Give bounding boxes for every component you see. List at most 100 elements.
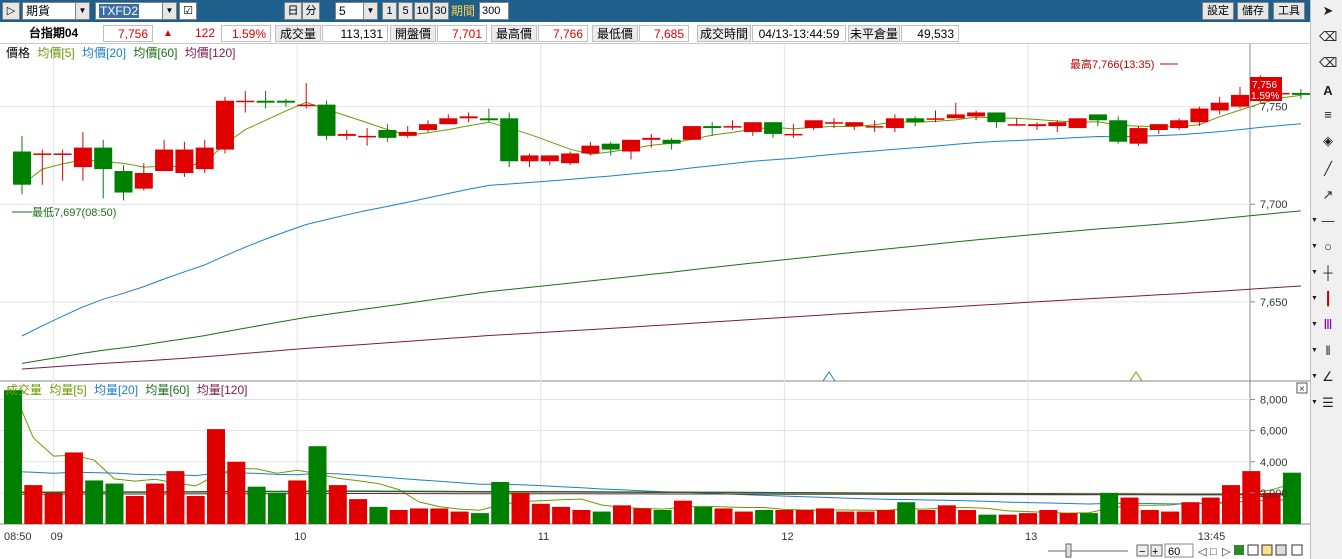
up-arrow-icon: ▲ bbox=[163, 28, 173, 39]
candle-body bbox=[662, 139, 681, 144]
candle-body bbox=[1109, 120, 1128, 142]
picture-icon[interactable] bbox=[1291, 544, 1303, 556]
market-select[interactable]: 期貨 ▼ bbox=[22, 2, 90, 20]
parallel-lines-tool-icon[interactable]: ‖ bbox=[1325, 343, 1331, 358]
chart-svg[interactable]: 7,650 7,700 7,750 2,000 4,000 6,000 8,000 08:… bbox=[0, 44, 1310, 559]
candle-body bbox=[1190, 108, 1209, 123]
chevron-down-icon[interactable]: ▼ bbox=[1311, 269, 1318, 276]
volume-bar bbox=[876, 510, 895, 524]
zoom-out-button[interactable] bbox=[1136, 544, 1149, 557]
excel-export-icon[interactable] bbox=[1234, 545, 1244, 555]
volume-bar bbox=[1140, 510, 1159, 524]
volume-bar bbox=[491, 482, 510, 524]
volume-bar bbox=[856, 511, 875, 524]
bars-tool-icon[interactable]: Ⅲ bbox=[1323, 317, 1333, 332]
tag-tool-icon[interactable]: ◈ bbox=[1323, 133, 1333, 148]
candle-body bbox=[195, 147, 214, 170]
volume-bar bbox=[1019, 513, 1037, 524]
candle-body bbox=[479, 118, 498, 121]
volume-bars bbox=[4, 390, 1301, 524]
volume-ma20-line bbox=[12, 471, 1292, 505]
candle-body bbox=[134, 172, 153, 189]
horizontal-line-tool-icon[interactable]: — bbox=[1321, 213, 1335, 228]
volume-tick-label: 4,000 bbox=[1260, 457, 1288, 469]
chart-area[interactable]: 7,650 7,700 7,750 2,000 4,000 6,000 8,000 08:… bbox=[0, 44, 1310, 559]
drawing-tools-strip: ➤ ⌫ ⌫ A ≡ ◈ ╱ ↗ ▼ — ▼ ○ ▼ ┼ ▼ ┃ ▼ Ⅲ ▼ ‖ … bbox=[1310, 0, 1342, 559]
eraser-one-icon[interactable]: ⌫ bbox=[1319, 29, 1338, 44]
volume-ma120-line bbox=[13, 493, 1292, 496]
volume-legend-ma120: 均量[120] bbox=[197, 383, 248, 397]
close-volume-panel-button[interactable] bbox=[1296, 382, 1308, 394]
chevron-down-icon[interactable]: ▼ bbox=[1311, 243, 1318, 250]
candle-body bbox=[337, 133, 356, 136]
vertical-line-tool-icon[interactable]: ┼ bbox=[1323, 265, 1333, 280]
candle-body bbox=[439, 118, 458, 125]
interval-10-button[interactable]: 10 bbox=[414, 2, 431, 20]
volume-ma60-line bbox=[12, 490, 1292, 495]
interval-1-button[interactable]: 1 bbox=[382, 2, 397, 20]
interval-5-button[interactable]: 5 bbox=[398, 2, 413, 20]
chevron-down-icon[interactable]: ▼ bbox=[1311, 217, 1318, 224]
candle-marker-tool-icon[interactable]: ┃ bbox=[1324, 291, 1332, 306]
save-button[interactable]: 儲存 bbox=[1237, 2, 1269, 20]
fit-window-icon[interactable] bbox=[1247, 544, 1259, 556]
volume-bar bbox=[755, 510, 774, 524]
candle-body bbox=[682, 126, 701, 140]
print-icon[interactable] bbox=[1275, 544, 1287, 556]
stop-icon[interactable]: □ bbox=[1210, 546, 1217, 558]
zoom-slider-handle[interactable] bbox=[1065, 543, 1072, 558]
bar-count-value: 60 bbox=[1168, 546, 1180, 558]
volume-bar bbox=[897, 502, 916, 524]
fan-tool-icon[interactable]: ∠ bbox=[1322, 369, 1334, 384]
volume-legend-ma60: 均量[60] bbox=[145, 383, 189, 397]
scroll-left-icon[interactable]: ◁ bbox=[1198, 546, 1207, 558]
scroll-right-icon[interactable]: ▷ bbox=[1222, 546, 1231, 558]
volume-bar bbox=[998, 514, 1017, 524]
arrow-tool-icon[interactable]: ↗ bbox=[1322, 187, 1334, 202]
plus-icon: + bbox=[1152, 546, 1158, 558]
volume-bar bbox=[694, 506, 713, 524]
price-legend-ma120: 均價[120] bbox=[185, 46, 236, 60]
volume-bar bbox=[633, 508, 652, 524]
candle-body bbox=[155, 149, 174, 172]
close-icon: × bbox=[1299, 384, 1305, 395]
text-tool-icon[interactable]: A bbox=[1323, 83, 1333, 98]
cursor-tool-icon[interactable]: ➤ bbox=[1322, 3, 1334, 18]
list-tool-icon[interactable]: ≡ bbox=[1324, 107, 1332, 122]
settings-button[interactable]: 設定 bbox=[1202, 2, 1234, 20]
chevron-down-icon[interactable]: ▼ bbox=[1311, 321, 1318, 328]
circle-tool-icon[interactable]: ○ bbox=[1324, 239, 1332, 254]
sync-checkbox[interactable]: ☑ bbox=[179, 2, 197, 20]
chevron-down-icon[interactable]: ▼ bbox=[1311, 373, 1318, 380]
chevron-down-icon[interactable]: ▼ bbox=[1311, 399, 1318, 406]
candle-body bbox=[540, 155, 559, 162]
time-tick-label: 13 bbox=[1025, 531, 1037, 543]
eraser-all-icon[interactable]: ⌫ bbox=[1319, 55, 1338, 70]
line-tool-icon[interactable]: ╱ bbox=[1324, 161, 1332, 176]
volume-bar bbox=[328, 485, 347, 524]
candle-body bbox=[561, 153, 580, 164]
tools-button[interactable]: 工具 bbox=[1273, 2, 1305, 20]
play-button[interactable]: ▷ bbox=[2, 2, 20, 20]
save-image-icon[interactable] bbox=[1261, 544, 1273, 556]
volume-bar bbox=[207, 429, 225, 524]
time-tick-label: 10 bbox=[294, 531, 306, 543]
volume-bar bbox=[511, 492, 530, 524]
period-input[interactable]: 300 bbox=[479, 2, 509, 20]
low-label: 最低價 bbox=[592, 25, 638, 42]
candle-body bbox=[276, 100, 295, 103]
candle-body bbox=[1007, 124, 1026, 126]
interval-select[interactable]: 5 ▼ bbox=[335, 2, 378, 20]
chevron-down-icon[interactable]: ▼ bbox=[1311, 347, 1318, 354]
interval-30-button[interactable]: 30 bbox=[432, 2, 449, 20]
quote-row: 台指期04 7,756 ▲ 122 1.59% 成交量 113,131 開盤價 … bbox=[0, 23, 1310, 44]
zoom-in-button[interactable] bbox=[1150, 544, 1163, 557]
period-minute-button[interactable]: 分 bbox=[302, 2, 320, 20]
symbol-select[interactable]: TXFD2 ▼ bbox=[95, 2, 177, 20]
price-tick-label: 7,700 bbox=[1260, 199, 1288, 211]
bar-count-input[interactable] bbox=[1164, 543, 1194, 558]
chevron-down-icon[interactable]: ▼ bbox=[1311, 295, 1318, 302]
volume-bar bbox=[24, 485, 43, 524]
fibonacci-tool-icon[interactable]: ☰ bbox=[1322, 395, 1334, 410]
period-day-button[interactable]: 日 bbox=[284, 2, 302, 20]
